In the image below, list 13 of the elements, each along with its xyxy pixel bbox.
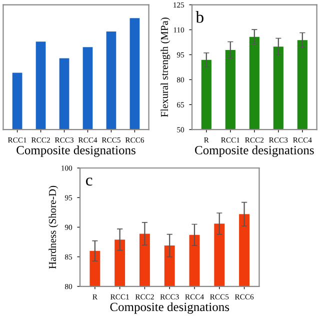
bar xyxy=(59,58,70,130)
y-axis-title: Flexural strength (MPa) xyxy=(160,18,170,117)
annotation: c xyxy=(86,178,92,186)
bar xyxy=(82,47,93,130)
annotation: b xyxy=(196,11,204,23)
y-axis-title: Hardness (Shore-D) xyxy=(48,186,58,269)
bar xyxy=(36,42,46,130)
bar xyxy=(12,72,22,130)
bar xyxy=(130,18,140,130)
x-axis-title: Composite designations xyxy=(16,146,136,157)
x-axis-title: Composite designations xyxy=(195,146,314,157)
bar xyxy=(106,32,116,130)
x-axis-title: Composite designations xyxy=(110,302,230,314)
